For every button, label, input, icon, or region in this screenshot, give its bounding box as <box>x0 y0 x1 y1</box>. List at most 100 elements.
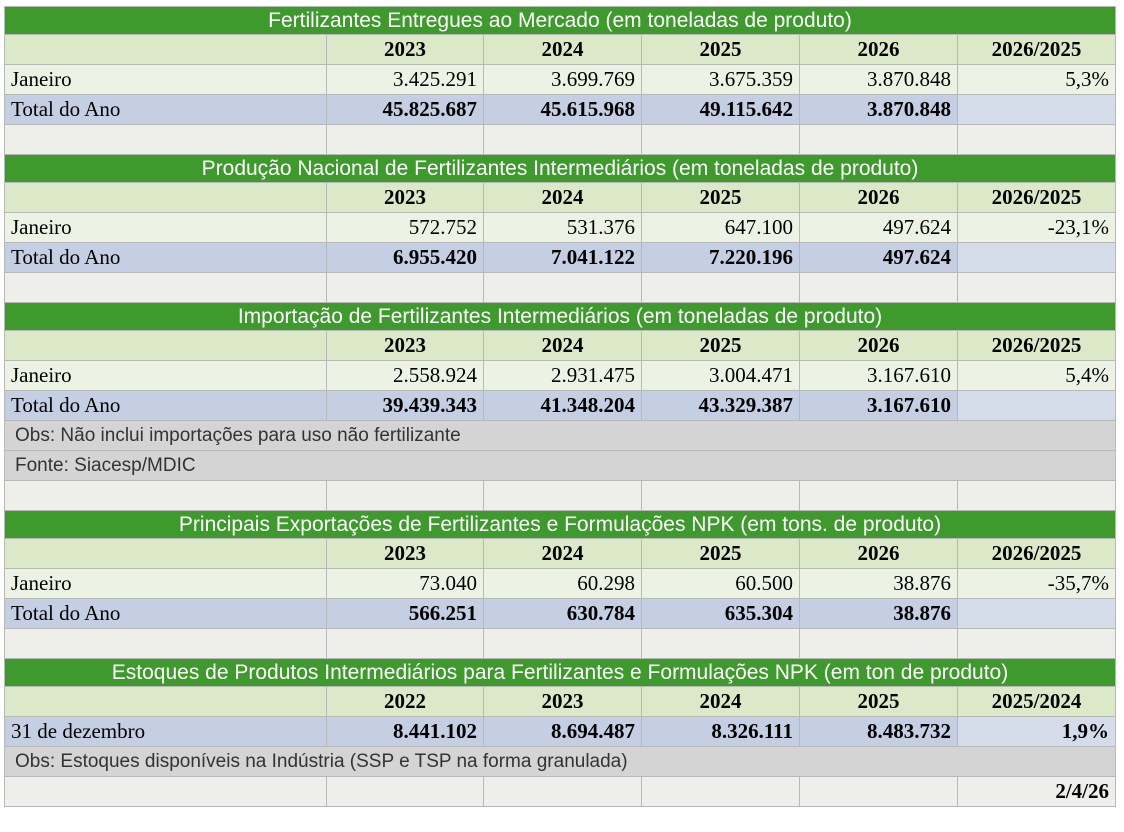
header-cell: 2025 <box>800 687 958 717</box>
spacer-row <box>5 273 1116 303</box>
stock-cell: 8.326.111 <box>642 717 800 747</box>
value-cell: 3.167.610 <box>800 361 958 391</box>
total-cell: 38.876 <box>800 599 958 629</box>
total-cell: 49.115.642 <box>642 95 800 125</box>
header-row: 2022 2023 2024 2025 2025/2024 <box>5 687 1116 717</box>
report-date: 2/4/26 <box>958 777 1116 807</box>
row-label: Janeiro <box>5 213 327 243</box>
header-cell: 2023 <box>327 331 484 361</box>
value-cell: 3.425.291 <box>327 65 484 95</box>
stock-cell: 8.483.732 <box>800 717 958 747</box>
header-cell: 2026/2025 <box>958 183 1116 213</box>
header-cell: 2026 <box>800 35 958 65</box>
total-cell: 566.251 <box>327 599 484 629</box>
row-label: Total do Ano <box>5 95 327 125</box>
value-cell: 60.500 <box>642 569 800 599</box>
header-cell: 2024 <box>484 183 642 213</box>
header-cell: 2026 <box>800 539 958 569</box>
value-cell: 497.624 <box>800 213 958 243</box>
header-cell: 2026/2025 <box>958 539 1116 569</box>
header-cell: 2025 <box>642 183 800 213</box>
total-row: Total do Ano 39.439.343 41.348.204 43.32… <box>5 391 1116 421</box>
total-cell: 39.439.343 <box>327 391 484 421</box>
section-title: Principais Exportações de Fertilizantes … <box>5 511 1116 539</box>
header-row: 2023 2024 2025 2026 2026/2025 <box>5 539 1116 569</box>
total-cell: 43.329.387 <box>642 391 800 421</box>
value-cell: 3.675.359 <box>642 65 800 95</box>
total-cell: 3.167.610 <box>800 391 958 421</box>
section-title: Fertilizantes Entregues ao Mercado (em t… <box>5 7 1116 35</box>
header-row: 2023 2024 2025 2026 2026/2025 <box>5 331 1116 361</box>
row-label: Total do Ano <box>5 243 327 273</box>
change-cell: -23,1% <box>958 213 1116 243</box>
value-cell: 3.004.471 <box>642 361 800 391</box>
row-label: 31 de dezembro <box>5 717 327 747</box>
total-cell: 7.041.122 <box>484 243 642 273</box>
source-row: Fonte: Siacesp/MDIC <box>5 451 1116 481</box>
header-cell: 2026/2025 <box>958 35 1116 65</box>
value-cell: 2.931.475 <box>484 361 642 391</box>
value-cell: 3.699.769 <box>484 65 642 95</box>
total-cell: 7.220.196 <box>642 243 800 273</box>
total-cell: 635.304 <box>642 599 800 629</box>
section-title-row: Importação de Fertilizantes Intermediári… <box>5 303 1116 331</box>
row-label: Janeiro <box>5 569 327 599</box>
change-cell: -35,7% <box>958 569 1116 599</box>
total-cell: 3.870.848 <box>800 95 958 125</box>
value-cell: 647.100 <box>642 213 800 243</box>
header-cell: 2026/2025 <box>958 331 1116 361</box>
total-cell: 45.615.968 <box>484 95 642 125</box>
note-row: Obs: Não inclui importações para uso não… <box>5 421 1116 451</box>
value-cell: 2.558.924 <box>327 361 484 391</box>
section-title-row: Estoques de Produtos Intermediários para… <box>5 659 1116 687</box>
header-cell: 2025/2024 <box>958 687 1116 717</box>
section-title: Estoques de Produtos Intermediários para… <box>5 659 1116 687</box>
spacer-row <box>5 125 1116 155</box>
value-cell: 60.298 <box>484 569 642 599</box>
header-cell: 2024 <box>642 687 800 717</box>
section-title-row: Produção Nacional de Fertilizantes Inter… <box>5 155 1116 183</box>
stock-row: 31 de dezembro 8.441.102 8.694.487 8.326… <box>5 717 1116 747</box>
header-cell: 2024 <box>484 331 642 361</box>
footer-row: 2/4/26 <box>5 777 1116 807</box>
header-row: 2023 2024 2025 2026 2026/2025 <box>5 183 1116 213</box>
total-row: Total do Ano 6.955.420 7.041.122 7.220.1… <box>5 243 1116 273</box>
section-title: Importação de Fertilizantes Intermediári… <box>5 303 1116 331</box>
header-cell: 2023 <box>327 539 484 569</box>
row-label: Total do Ano <box>5 599 327 629</box>
value-cell: 38.876 <box>800 569 958 599</box>
total-cell: 630.784 <box>484 599 642 629</box>
header-cell: 2024 <box>484 35 642 65</box>
header-row: 2023 2024 2025 2026 2026/2025 <box>5 35 1116 65</box>
fertilizer-report-table: Fertilizantes Entregues ao Mercado (em t… <box>4 6 1116 807</box>
spacer-row <box>5 481 1116 511</box>
total-row: Total do Ano 566.251 630.784 635.304 38.… <box>5 599 1116 629</box>
month-row: Janeiro 3.425.291 3.699.769 3.675.359 3.… <box>5 65 1116 95</box>
note-row: Obs: Estoques disponíveis na Indústria (… <box>5 747 1116 777</box>
total-cell: 6.955.420 <box>327 243 484 273</box>
section-title-row: Fertilizantes Entregues ao Mercado (em t… <box>5 7 1116 35</box>
month-row: Janeiro 73.040 60.298 60.500 38.876 -35,… <box>5 569 1116 599</box>
header-cell: 2023 <box>484 687 642 717</box>
row-label: Total do Ano <box>5 391 327 421</box>
value-cell: 3.870.848 <box>800 65 958 95</box>
total-cell: 45.825.687 <box>327 95 484 125</box>
month-row: Janeiro 2.558.924 2.931.475 3.004.471 3.… <box>5 361 1116 391</box>
total-cell: 41.348.204 <box>484 391 642 421</box>
value-cell: 73.040 <box>327 569 484 599</box>
stock-cell: 8.694.487 <box>484 717 642 747</box>
header-cell: 2023 <box>327 35 484 65</box>
header-cell: 2026 <box>800 331 958 361</box>
total-cell: 497.624 <box>800 243 958 273</box>
note-text: Obs: Não inclui importações para uso não… <box>5 421 1116 451</box>
change-cell: 5,3% <box>958 65 1116 95</box>
month-row: Janeiro 572.752 531.376 647.100 497.624 … <box>5 213 1116 243</box>
source-text: Fonte: Siacesp/MDIC <box>5 451 1116 481</box>
header-cell: 2025 <box>642 539 800 569</box>
header-cell: 2025 <box>642 35 800 65</box>
note-text: Obs: Estoques disponíveis na Indústria (… <box>5 747 1116 777</box>
change-cell: 5,4% <box>958 361 1116 391</box>
total-row: Total do Ano 45.825.687 45.615.968 49.11… <box>5 95 1116 125</box>
section-title: Produção Nacional de Fertilizantes Inter… <box>5 155 1116 183</box>
row-label: Janeiro <box>5 361 327 391</box>
